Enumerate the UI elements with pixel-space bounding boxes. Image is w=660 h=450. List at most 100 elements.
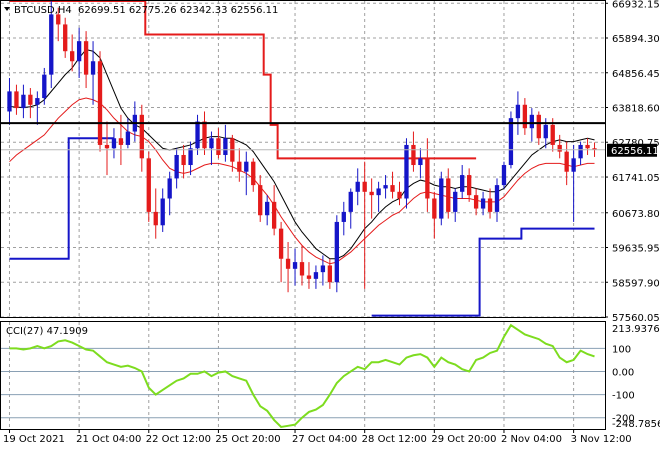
cci-level-label: -200 bbox=[612, 414, 635, 425]
candle-body bbox=[313, 272, 319, 279]
x-tick-label: 29 Oct 20:00 bbox=[431, 434, 496, 445]
y-tick-label: 64856.45 bbox=[612, 69, 660, 80]
channel-blue-line bbox=[371, 227, 595, 317]
candle-body bbox=[139, 114, 144, 159]
candle bbox=[160, 188, 165, 232]
y-tick-label: 57560.05 bbox=[612, 313, 660, 324]
candle-body bbox=[125, 131, 131, 145]
candle-body bbox=[56, 14, 61, 25]
candles bbox=[7, 1, 597, 293]
candle bbox=[376, 181, 381, 212]
candle bbox=[292, 248, 298, 286]
candle bbox=[285, 242, 291, 293]
candle bbox=[320, 255, 326, 286]
candle bbox=[251, 158, 256, 192]
candle-body bbox=[487, 198, 493, 212]
ohlc-label: 62699.51 62775.26 62342.33 62556.11 bbox=[78, 5, 278, 16]
candle bbox=[334, 215, 339, 293]
candle-body bbox=[7, 91, 12, 112]
candle-body bbox=[153, 211, 158, 226]
candle-body bbox=[42, 74, 47, 99]
candle-body bbox=[320, 265, 326, 273]
candle bbox=[181, 144, 186, 179]
y-tick-label: 58597.90 bbox=[612, 278, 660, 289]
candle-body bbox=[174, 154, 179, 179]
candle bbox=[97, 51, 103, 152]
candle-body bbox=[536, 114, 541, 139]
candle bbox=[278, 221, 284, 283]
candle-body bbox=[181, 154, 186, 166]
indicator-grid bbox=[1, 347, 605, 419]
candle-body bbox=[299, 262, 305, 276]
candle-body bbox=[35, 98, 40, 105]
candle-body bbox=[306, 275, 312, 279]
channel-blue-line bbox=[9, 137, 114, 260]
candle bbox=[327, 258, 333, 289]
candle bbox=[404, 138, 409, 209]
candle bbox=[515, 91, 521, 135]
candle bbox=[578, 141, 583, 166]
price-axis: 66932.15 65894.30 64856.45 63818.60 62780.75… bbox=[605, 0, 660, 324]
candle-body bbox=[195, 121, 200, 149]
y-tick-label: 62780.75 bbox=[612, 138, 660, 149]
candle bbox=[453, 188, 458, 222]
candle bbox=[202, 111, 207, 155]
time-axis: 19 Oct 2021 21 Oct 04:00 22 Oct 12:00 25 Oc… bbox=[3, 429, 632, 445]
x-tick-label: 21 Oct 04:00 bbox=[76, 434, 141, 445]
candle-body bbox=[216, 138, 221, 155]
candle bbox=[397, 181, 402, 206]
candle bbox=[460, 165, 465, 199]
candle-body bbox=[237, 161, 242, 172]
candle bbox=[90, 41, 96, 105]
candle-body bbox=[341, 211, 346, 222]
candle bbox=[174, 148, 179, 189]
collapse-arrow-icon[interactable] bbox=[4, 7, 10, 11]
cci-series bbox=[9, 323, 595, 429]
candle-body bbox=[494, 185, 500, 212]
candle-body bbox=[446, 178, 451, 212]
candle bbox=[487, 188, 493, 219]
x-tick-label: 22 Oct 12:00 bbox=[146, 434, 211, 445]
candle bbox=[83, 31, 89, 89]
candle-body bbox=[543, 124, 548, 139]
indicator-label: CCI(27) 47.1909 bbox=[6, 326, 88, 337]
candle bbox=[49, 1, 54, 89]
candle-body bbox=[63, 24, 68, 52]
candle bbox=[369, 178, 374, 219]
candle bbox=[390, 171, 395, 199]
candle bbox=[265, 195, 270, 226]
x-tick-label: 28 Oct 12:00 bbox=[362, 434, 427, 445]
x-tick-label: 27 Oct 04:00 bbox=[292, 434, 357, 445]
candle-body bbox=[146, 158, 151, 212]
candle bbox=[7, 77, 12, 125]
current-price-box bbox=[607, 143, 657, 157]
candle bbox=[76, 27, 82, 78]
candle bbox=[21, 84, 26, 119]
candle bbox=[425, 138, 430, 212]
cci-level-label: 0.00 bbox=[612, 367, 634, 378]
candle-body bbox=[111, 138, 117, 149]
x-tick-label: 19 Oct 2021 bbox=[3, 434, 65, 445]
candle-body bbox=[14, 91, 19, 109]
candle bbox=[56, 7, 61, 42]
candle-body bbox=[83, 41, 89, 75]
candle bbox=[362, 161, 367, 289]
candle bbox=[306, 262, 312, 289]
candle bbox=[313, 265, 319, 289]
candle bbox=[432, 191, 437, 239]
cci-level-labels: 100 0.00 -100 -200 bbox=[612, 344, 635, 424]
candle-body bbox=[118, 138, 124, 145]
candle bbox=[139, 104, 144, 172]
main-pane-frame bbox=[0, 0, 606, 318]
candle-body bbox=[411, 144, 416, 166]
y-tick-label: 65894.30 bbox=[612, 34, 660, 45]
candle-body bbox=[334, 221, 339, 283]
candle-body bbox=[550, 124, 555, 145]
candle bbox=[244, 151, 249, 196]
candle bbox=[522, 98, 528, 135]
candle-body bbox=[21, 94, 26, 109]
candle bbox=[383, 175, 388, 199]
candle bbox=[536, 111, 541, 145]
candle-body bbox=[28, 94, 33, 105]
